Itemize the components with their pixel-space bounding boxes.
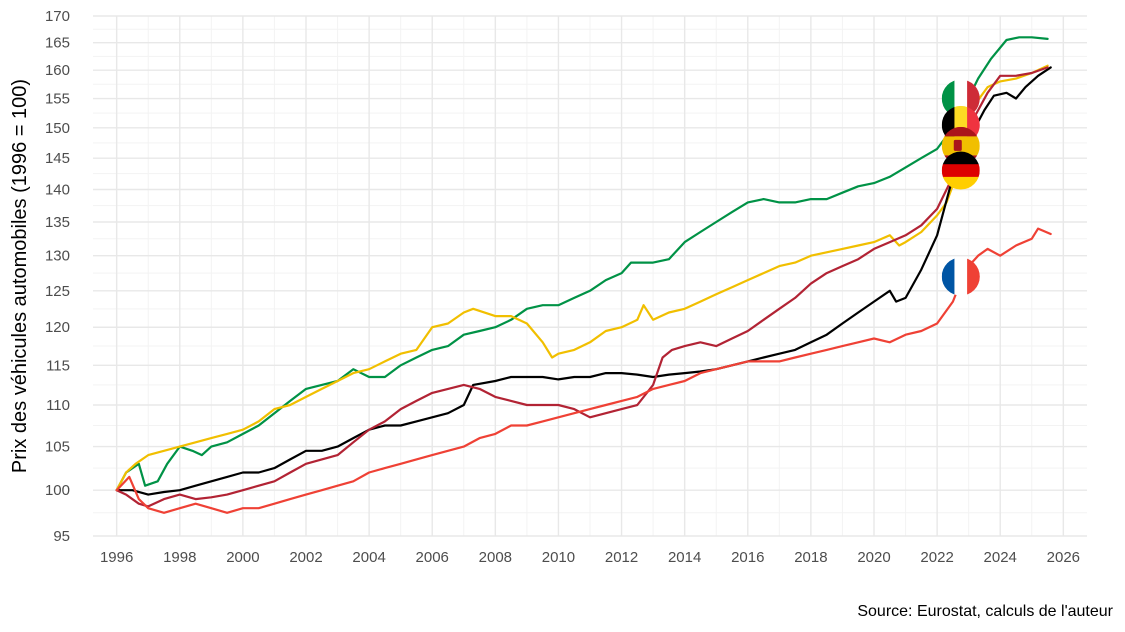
y-tick-label: 105 — [45, 439, 70, 456]
x-tick-label: 2020 — [857, 549, 890, 566]
x-tick-label: 2022 — [920, 549, 953, 566]
x-tick-label: 2008 — [479, 549, 512, 566]
series-line-belgium — [115, 66, 1049, 508]
france-flag-icon — [941, 257, 980, 296]
y-tick-label: 165 — [45, 35, 70, 52]
y-tick-label: 140 — [45, 181, 70, 198]
x-axis-tick-labels: 1996 1998 2000 2002 2004 2006 2008 2010 2012 2014… — [100, 549, 1080, 566]
y-tick-label: 150 — [45, 120, 70, 137]
x-tick-label: 2000 — [226, 549, 259, 566]
y-tick-label: 170 — [45, 8, 70, 25]
y-tick-label: 120 — [45, 319, 70, 336]
series-line-france — [115, 227, 1052, 514]
series-line-germany — [115, 66, 1052, 496]
y-tick-label: 95 — [53, 528, 70, 545]
y-tick-label: 115 — [46, 357, 70, 374]
x-tick-label: 2010 — [542, 549, 575, 566]
x-tick-label: 2002 — [289, 549, 322, 566]
y-tick-label: 100 — [45, 482, 70, 499]
y-tick-label: 110 — [46, 397, 70, 414]
y-axis-title: Prix des véhicules automobiles (1996 = 1… — [9, 79, 31, 473]
germany-flag-icon — [941, 151, 980, 190]
x-tick-label: 2018 — [794, 549, 827, 566]
series-lines — [115, 36, 1052, 514]
y-tick-label: 130 — [45, 248, 70, 265]
x-tick-label: 2012 — [605, 549, 638, 566]
x-tick-label: 1998 — [163, 549, 196, 566]
y-tick-label: 145 — [45, 150, 70, 167]
y-tick-label: 160 — [45, 62, 70, 79]
series-line-spain — [115, 64, 1049, 492]
x-tick-label: 2006 — [416, 549, 449, 566]
x-tick-label: 2026 — [1047, 549, 1080, 566]
source-caption: Source: Eurostat, calculs de l'auteur — [857, 603, 1113, 620]
y-axis-tick-labels: 95 100 105 110 115 120 125 130 135 140 145 150 155 16… — [45, 8, 70, 545]
series-line-italy — [115, 36, 1049, 492]
y-tick-label: 155 — [45, 91, 70, 108]
y-tick-label: 125 — [45, 283, 70, 300]
x-tick-label: 2004 — [352, 549, 385, 566]
y-tick-label: 135 — [45, 214, 70, 231]
x-tick-label: 1996 — [100, 549, 133, 566]
x-tick-label: 2014 — [668, 549, 701, 566]
x-tick-label: 2016 — [731, 549, 764, 566]
country-flags — [941, 79, 980, 296]
x-tick-label: 2024 — [984, 549, 1017, 566]
minor-gridlines — [93, 16, 1087, 536]
